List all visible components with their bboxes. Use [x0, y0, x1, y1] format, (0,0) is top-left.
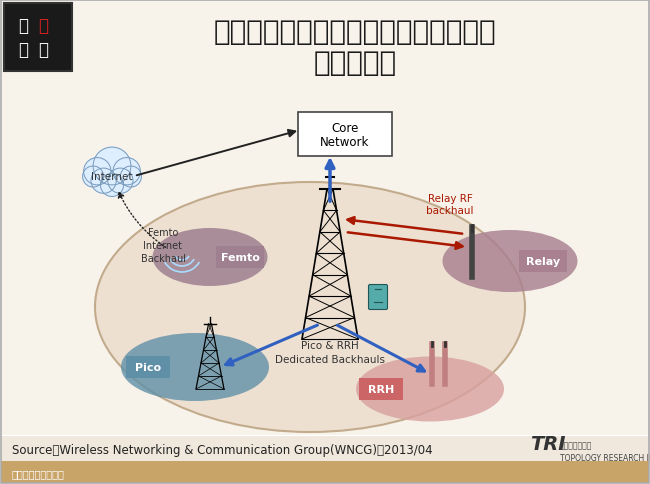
Text: Relay: Relay	[526, 257, 560, 267]
Text: 路協調課題: 路協調課題	[313, 49, 396, 77]
Text: 版權所有，翻印必究: 版權所有，翻印必究	[12, 468, 65, 478]
FancyBboxPatch shape	[126, 356, 170, 378]
Ellipse shape	[356, 357, 504, 422]
Text: 拓: 拓	[18, 17, 28, 35]
Circle shape	[84, 158, 111, 185]
Text: 未來各種中繼站同時發生，帶來異質網: 未來各種中繼站同時發生，帶來異質網	[214, 18, 497, 46]
Circle shape	[113, 158, 140, 185]
FancyBboxPatch shape	[216, 246, 264, 269]
Text: RRH: RRH	[368, 384, 394, 394]
Bar	[4, 4, 72, 72]
Text: TRI: TRI	[530, 435, 566, 454]
Circle shape	[93, 148, 131, 185]
Text: Pico & RRH
Dedicated Backhauls: Pico & RRH Dedicated Backhauls	[275, 341, 385, 364]
Ellipse shape	[153, 228, 268, 287]
FancyBboxPatch shape	[359, 378, 403, 400]
Circle shape	[120, 166, 142, 188]
Circle shape	[101, 174, 124, 197]
Text: 產: 產	[18, 41, 28, 59]
Text: Core: Core	[332, 121, 359, 134]
Bar	[1, 461, 649, 483]
Circle shape	[83, 166, 103, 188]
Ellipse shape	[443, 230, 577, 292]
Ellipse shape	[95, 182, 525, 432]
Circle shape	[91, 169, 116, 194]
Text: Source：Wireless Networking & Communication Group(WNCG)；2013/04: Source：Wireless Networking & Communicati…	[12, 443, 433, 456]
FancyBboxPatch shape	[298, 113, 392, 157]
Bar	[4, 4, 72, 72]
Text: Internet: Internet	[91, 172, 133, 182]
Text: 研: 研	[38, 41, 48, 59]
FancyBboxPatch shape	[519, 251, 567, 272]
Bar	[1, 1, 649, 435]
Text: Pico: Pico	[135, 362, 161, 372]
Ellipse shape	[121, 333, 269, 401]
Circle shape	[108, 169, 133, 194]
Text: Network: Network	[320, 136, 370, 149]
Text: 拓墣產業研究所
TOPOLOGY RESEARCH INSTITUTE: 拓墣產業研究所 TOPOLOGY RESEARCH INSTITUTE	[560, 440, 650, 462]
FancyBboxPatch shape	[369, 285, 387, 310]
Text: 墣: 墣	[38, 17, 48, 35]
Text: Relay RF
backhaul: Relay RF backhaul	[426, 194, 474, 216]
Text: Femto: Femto	[220, 253, 259, 262]
Text: Femto
Internet
Backhaul: Femto Internet Backhaul	[140, 227, 185, 264]
Bar	[1, 436, 649, 461]
